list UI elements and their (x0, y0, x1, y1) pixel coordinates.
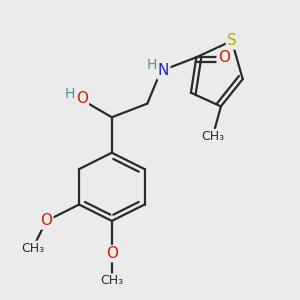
Text: O: O (76, 91, 88, 106)
Text: H: H (146, 58, 157, 72)
Text: CH₃: CH₃ (100, 274, 123, 287)
Text: O: O (40, 213, 52, 228)
Text: S: S (227, 33, 237, 48)
Text: N: N (158, 63, 169, 78)
Text: O: O (218, 50, 230, 65)
Text: O: O (106, 246, 118, 261)
Text: CH₃: CH₃ (201, 130, 224, 143)
Text: H: H (64, 87, 75, 101)
Text: CH₃: CH₃ (21, 242, 44, 255)
